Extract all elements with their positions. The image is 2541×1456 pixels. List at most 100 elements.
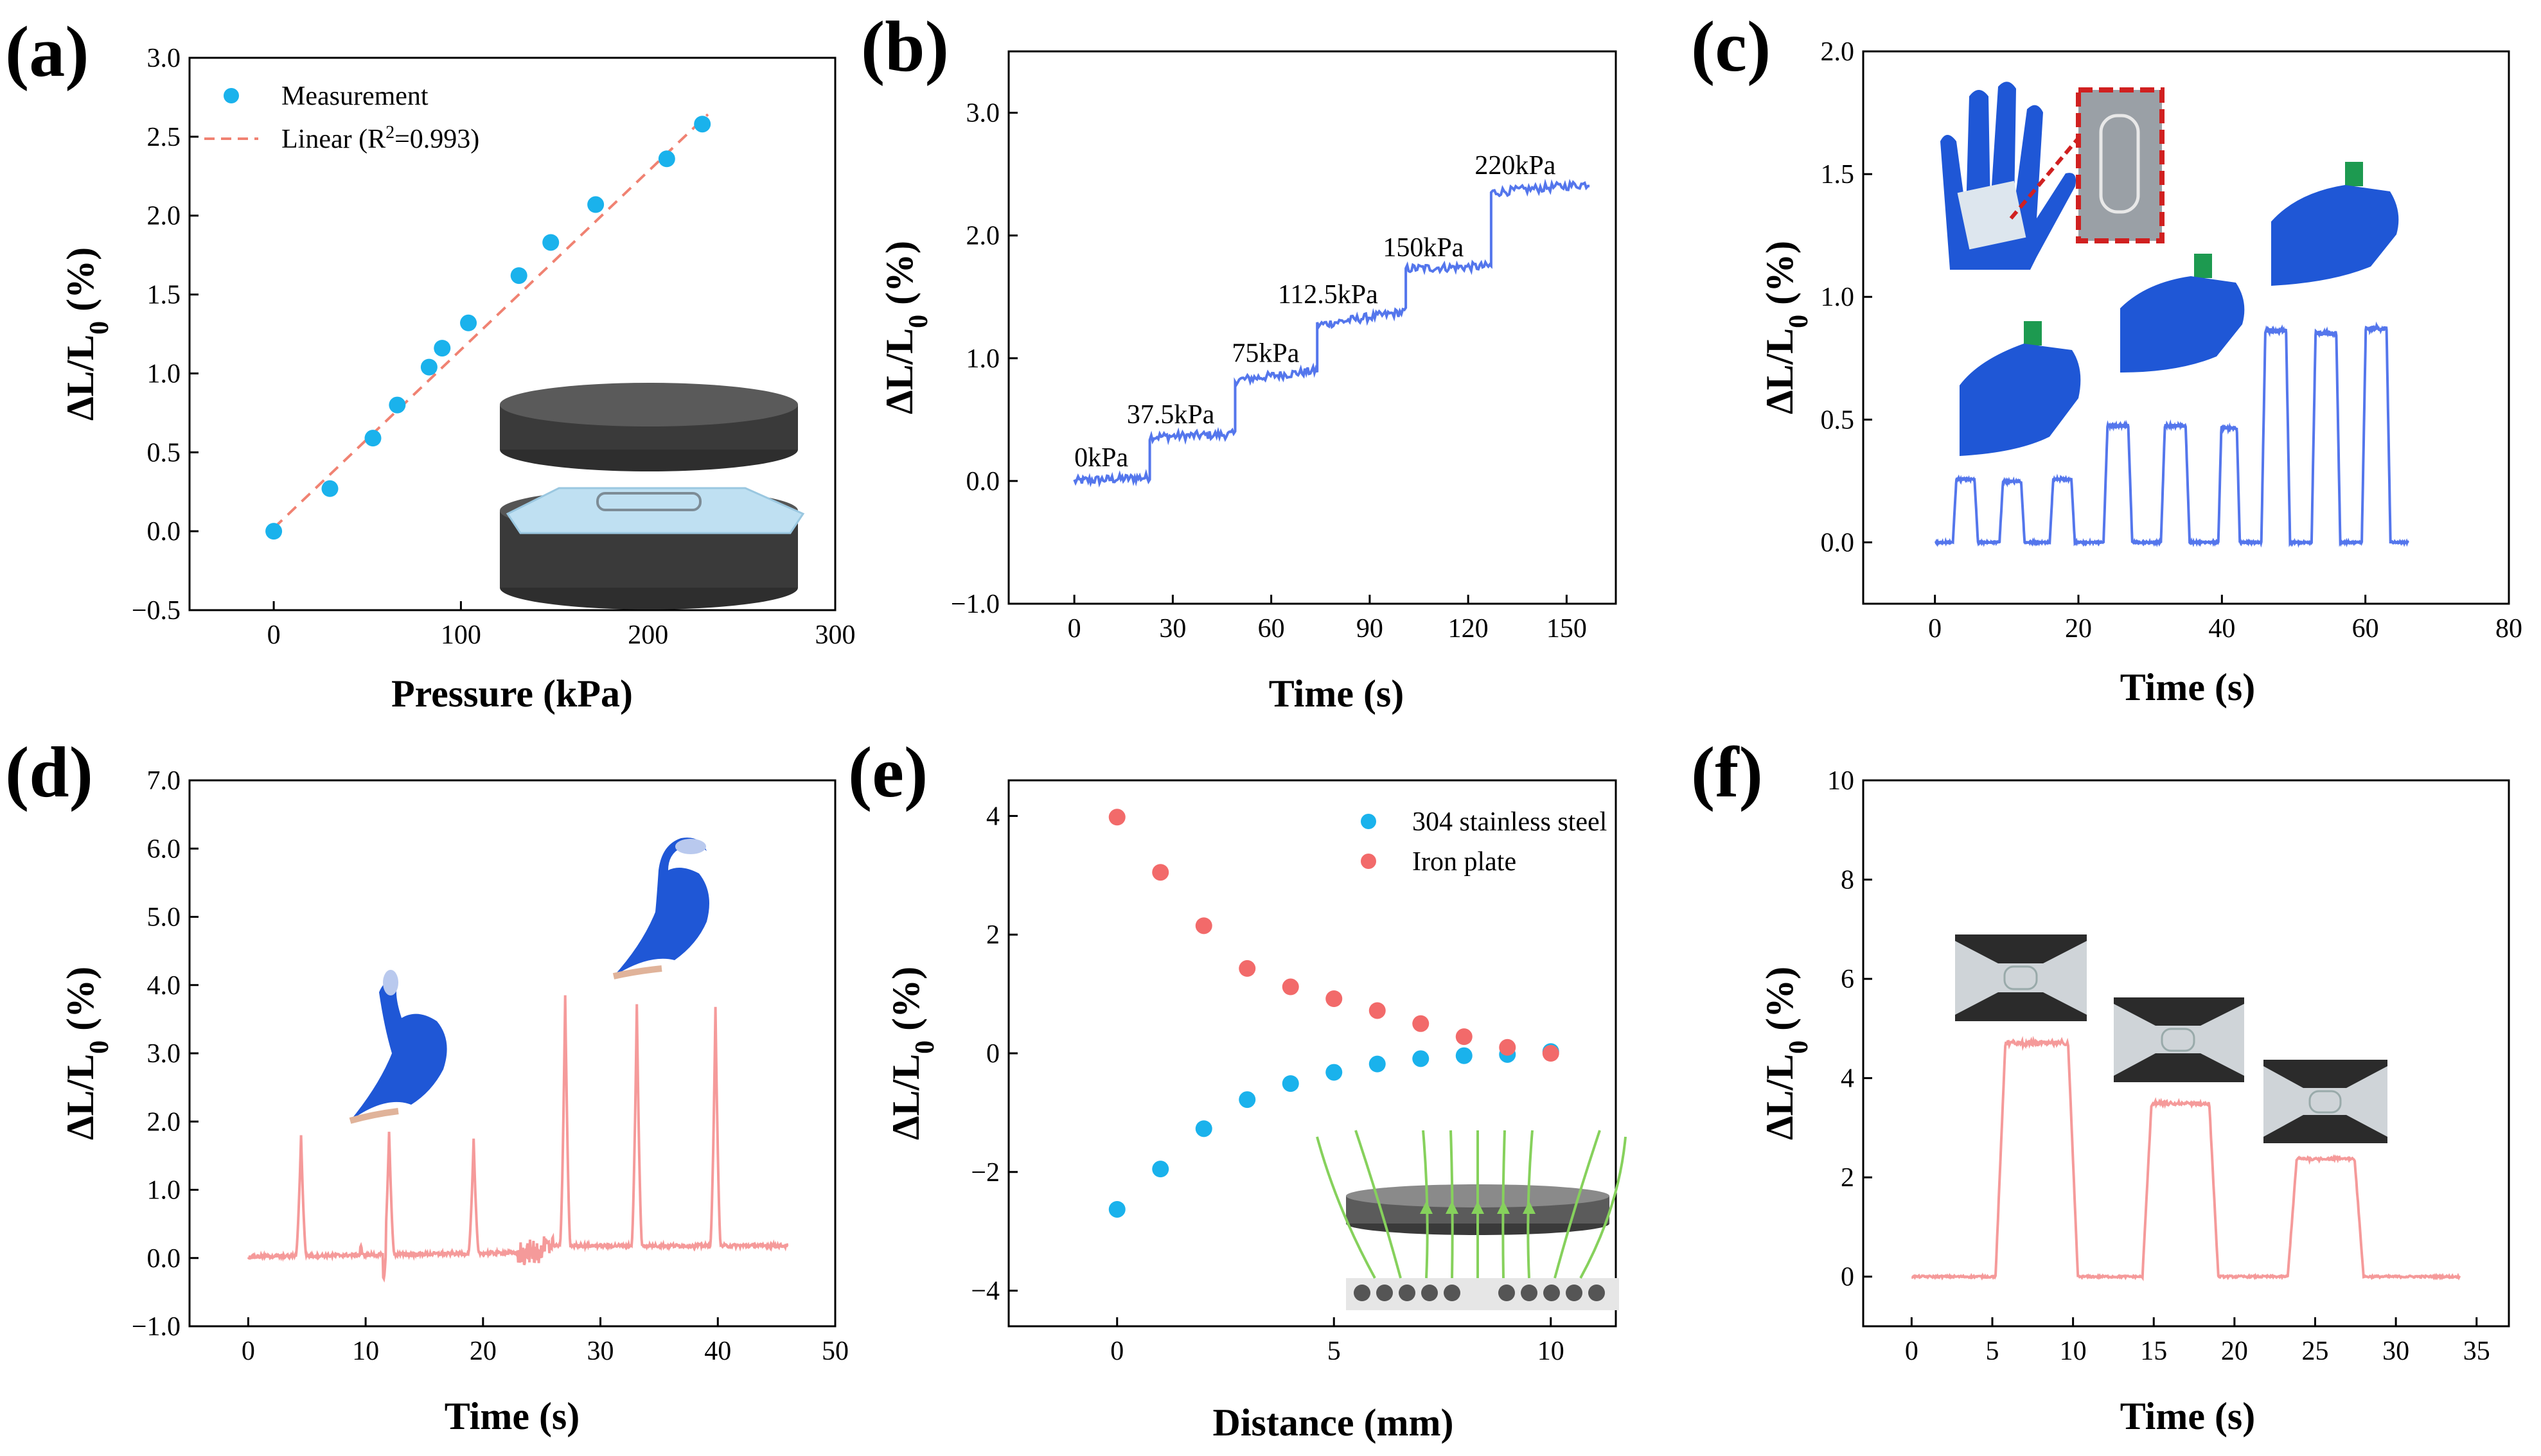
ylabel-e: ΔL/L0 (%): [885, 967, 940, 1140]
x-tick-label-a: 300: [815, 620, 856, 650]
measurement-point: [364, 430, 382, 447]
y-tick-label-d: 5.0: [147, 903, 181, 933]
y-tick-label-f: 8: [1841, 866, 1854, 895]
xlabel-c: Time (s): [2120, 666, 2256, 708]
panel-b: (b) 0 30 60 90 120 150 −1.0 0.0 1.0 2.0 3.0 0kPa 37…: [861, 7, 1617, 715]
measurement-points-a: [265, 116, 711, 540]
strain-trace-f: [1911, 1035, 2461, 1281]
iron-point: [1412, 1015, 1430, 1032]
y-tick-label-f: 2: [1841, 1163, 1854, 1193]
pressure-annotation: 0kPa: [1074, 443, 1128, 473]
x-tick-label-d: 50: [822, 1337, 849, 1366]
sensor-photo-3: [2263, 1060, 2387, 1143]
ylabel-d: ΔL/L0 (%): [59, 967, 114, 1140]
measurement-point: [321, 480, 339, 497]
y-tick-label-e: −4: [971, 1277, 1000, 1306]
axes-d: 0 10 20 30 40 50 −1.0 0.0 1.0 2.0 3.0 4.0 5.0 6.0 7.0: [132, 766, 849, 1366]
legend-text-measurement: Measurement: [281, 82, 429, 111]
steel-point: [1368, 1055, 1386, 1073]
iron-point: [1542, 1045, 1559, 1062]
steel-point: [1239, 1091, 1256, 1109]
strain-trace-b: [1073, 179, 1590, 488]
hand-grip-photo-1: [1960, 321, 2081, 456]
ylabel-a: ΔL/L0 (%): [59, 247, 114, 421]
iron-point: [1152, 864, 1169, 881]
press-illustration: [500, 383, 805, 610]
steel-point: [1282, 1075, 1299, 1092]
trace-b: [1073, 179, 1590, 488]
y-tick-label-d: 2.0: [147, 1107, 181, 1137]
measurement-point: [434, 340, 451, 357]
xlabel-f: Time (s): [2120, 1395, 2256, 1437]
measurement-point: [460, 314, 477, 331]
iron-point: [1282, 978, 1299, 996]
pressure-annotation: 220kPa: [1474, 151, 1555, 180]
measurement-point: [265, 523, 283, 540]
hand-grip-photo-3: [2271, 162, 2399, 286]
axes-b: 0 30 60 90 120 150 −1.0 0.0 1.0 2.0 3.0: [951, 99, 1587, 644]
plot-frame-e: [1007, 779, 1617, 1328]
x-tick-label-c: 20: [2065, 614, 2092, 644]
steel-point: [1152, 1161, 1169, 1178]
ylabel-f: ΔL/L0 (%): [1758, 967, 1814, 1140]
panel-label-e: (e): [848, 733, 928, 812]
x-tick-label-a: 200: [628, 620, 668, 650]
x-tick-label-c: 60: [2352, 614, 2379, 644]
x-tick-label-e: 0: [1110, 1337, 1124, 1366]
measurement-point: [389, 396, 406, 414]
x-tick-label-c: 40: [2208, 614, 2235, 644]
legend-marker-iron: [1361, 854, 1376, 869]
panel-label-c: (c): [1691, 7, 1771, 87]
y-tick-label-d: 4.0: [147, 971, 181, 1001]
x-tick-label-c: 80: [2495, 614, 2522, 644]
x-tick-label-e: 10: [1537, 1337, 1564, 1366]
x-tick-label-d: 20: [470, 1337, 497, 1366]
y-tick-label-b: 1.0: [966, 344, 1000, 374]
y-tick-label-b: −1.0: [951, 590, 1000, 619]
y-tick-label-a: 2.5: [147, 123, 181, 152]
iron-point: [1499, 1039, 1516, 1056]
measurement-point: [420, 358, 438, 376]
x-tick-label-a: 100: [441, 620, 481, 650]
panel-d: (d) 0 10 20 30 40 50 −1.0 0.0 1.0 2.0 3.0 4.0 5.0 6.0…: [5, 733, 849, 1437]
axes-f: 0 5 10 15 20 25 30 35 0 2 4 6 8 10: [1827, 766, 2490, 1366]
x-tick-label-e: 5: [1327, 1337, 1341, 1366]
measurement-point: [587, 196, 605, 213]
y-tick-label-f: 6: [1841, 965, 1854, 994]
y-tick-label-e: 0: [986, 1039, 1000, 1069]
plot-frame-f: [1862, 779, 2510, 1328]
scatter-points-e: [1108, 809, 1559, 1218]
iron-point: [1325, 990, 1343, 1007]
legend-e: 304 stainless steel Iron plate: [1361, 807, 1607, 877]
panel-a: (a) 0 100 200 300−0.50.00.51.01.52.02.53.0 …: [5, 12, 856, 715]
y-tick-label-d: 0.0: [147, 1244, 181, 1274]
hand-grip-photo-2: [2120, 254, 2245, 373]
y-tick-label-a: 0.0: [147, 517, 181, 547]
x-tick-label-f: 0: [1905, 1337, 1918, 1366]
x-tick-label-b: 120: [1448, 614, 1489, 644]
legend-text-iron: Iron plate: [1412, 847, 1516, 877]
trace-f: [1911, 1035, 2461, 1281]
steel-point: [1325, 1064, 1343, 1081]
x-tick-label-f: 5: [1986, 1337, 1999, 1366]
strain-trace-c: [1934, 321, 2409, 548]
x-tick-label-c: 0: [1928, 614, 1942, 644]
trace-d: [247, 995, 789, 1283]
glove-sensor-photo: [1940, 82, 2165, 270]
legend-marker-steel: [1361, 814, 1376, 829]
y-tick-label-d: 3.0: [147, 1039, 181, 1069]
panel-label-a: (a): [5, 12, 89, 92]
ylabel-c: ΔL/L0 (%): [1758, 241, 1814, 414]
panel-label-f: (f): [1691, 733, 1763, 812]
x-tick-label-d: 10: [352, 1337, 379, 1366]
steel-point: [1108, 1200, 1126, 1218]
pressure-annotation: 75kPa: [1232, 339, 1299, 369]
steel-point: [1195, 1120, 1212, 1137]
y-tick-label-b: 0.0: [966, 467, 1000, 496]
y-tick-label-a: 2.0: [147, 202, 181, 231]
legend-text-steel: 304 stainless steel: [1412, 807, 1607, 837]
measurement-point: [658, 150, 675, 168]
iron-point: [1239, 960, 1256, 977]
